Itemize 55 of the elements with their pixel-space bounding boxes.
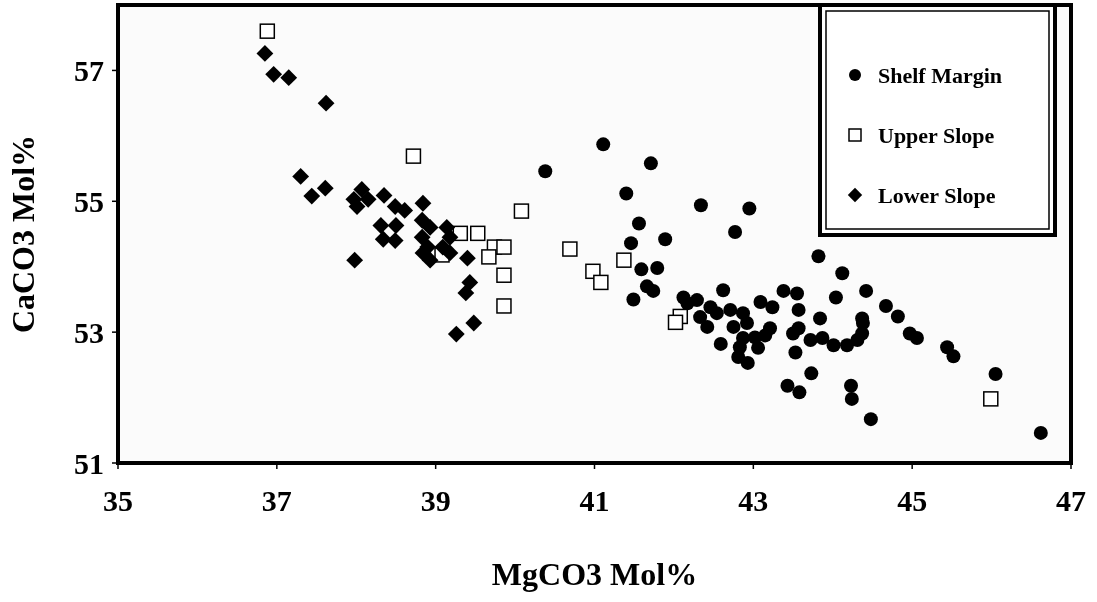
point bbox=[396, 202, 414, 219]
point bbox=[414, 194, 432, 212]
point bbox=[667, 314, 684, 331]
point bbox=[316, 179, 334, 197]
point bbox=[387, 217, 405, 234]
point bbox=[496, 298, 512, 314]
point bbox=[317, 94, 335, 112]
legend-label: Lower Slope bbox=[878, 182, 996, 208]
point bbox=[421, 219, 439, 236]
x-tick-label: 35 bbox=[103, 484, 133, 517]
y-tick-label: 57 bbox=[74, 53, 104, 87]
point bbox=[465, 314, 483, 332]
point bbox=[496, 267, 512, 283]
point bbox=[374, 230, 392, 248]
x-tick-label: 37 bbox=[261, 484, 292, 517]
y-axis-title: CaCO3 Mol% bbox=[5, 134, 41, 334]
point bbox=[292, 168, 310, 185]
x-axis-title: MgCO3 Mol% bbox=[491, 556, 698, 592]
y-tick-label: 53 bbox=[74, 315, 104, 349]
point bbox=[259, 23, 276, 39]
point bbox=[562, 241, 578, 257]
point bbox=[441, 228, 459, 246]
point bbox=[616, 252, 632, 268]
point bbox=[265, 65, 283, 83]
point bbox=[421, 251, 439, 269]
x-tick-label: 39 bbox=[420, 484, 451, 517]
point bbox=[359, 190, 377, 208]
point bbox=[447, 325, 465, 343]
point bbox=[481, 249, 497, 265]
point bbox=[375, 187, 393, 204]
point bbox=[346, 251, 364, 269]
point bbox=[303, 187, 321, 205]
x-tick-label: 45 bbox=[897, 484, 928, 517]
point bbox=[457, 284, 475, 302]
point bbox=[983, 391, 999, 407]
point bbox=[386, 232, 404, 249]
legend-label: Upper Slope bbox=[878, 122, 995, 148]
point bbox=[405, 148, 422, 164]
x-tick-label: 47 bbox=[1056, 484, 1086, 517]
point bbox=[280, 69, 298, 87]
point bbox=[256, 45, 274, 62]
x-tick-label: 41 bbox=[579, 484, 610, 517]
point bbox=[593, 274, 609, 291]
point bbox=[496, 239, 512, 255]
point bbox=[353, 181, 371, 198]
legend-label: Shelf Margin bbox=[878, 62, 1003, 88]
point bbox=[459, 249, 476, 267]
point bbox=[470, 225, 486, 242]
x-tick-label: 43 bbox=[738, 484, 769, 517]
y-tick-label: 51 bbox=[74, 446, 104, 480]
y-tick-label: 55 bbox=[74, 184, 104, 218]
point bbox=[372, 217, 390, 234]
point bbox=[413, 228, 431, 246]
point bbox=[513, 203, 530, 219]
point bbox=[441, 244, 459, 262]
